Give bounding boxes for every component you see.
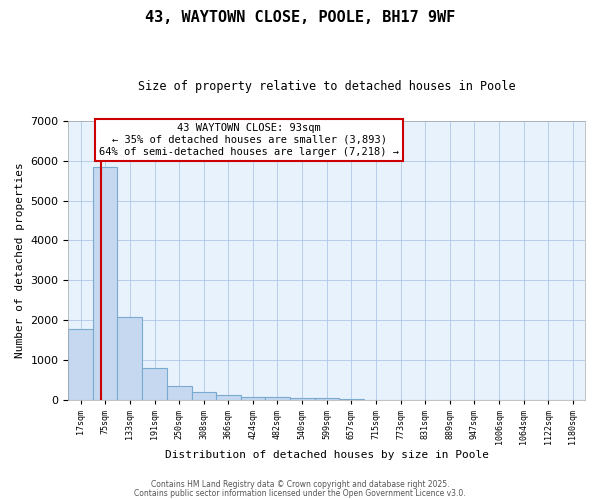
Bar (142, 368, 167, 400)
Title: Size of property relative to detached houses in Poole: Size of property relative to detached ho… (138, 80, 515, 93)
Y-axis label: Number of detached properties: Number of detached properties (15, 162, 25, 358)
X-axis label: Distribution of detached houses by size in Poole: Distribution of detached houses by size … (165, 450, 489, 460)
Bar (339, 399, 364, 400)
Bar (290, 398, 314, 400)
Bar (118, 318, 142, 400)
Text: 43 WAYTOWN CLOSE: 93sqm
← 35% of detached houses are smaller (3,893)
64% of semi: 43 WAYTOWN CLOSE: 93sqm ← 35% of detache… (99, 124, 399, 156)
Text: Contains public sector information licensed under the Open Government Licence v3: Contains public sector information licen… (134, 489, 466, 498)
Text: 43, WAYTOWN CLOSE, POOLE, BH17 9WF: 43, WAYTOWN CLOSE, POOLE, BH17 9WF (145, 10, 455, 25)
Bar (241, 397, 265, 400)
Text: Contains HM Land Registry data © Crown copyright and database right 2025.: Contains HM Land Registry data © Crown c… (151, 480, 449, 489)
Bar (167, 386, 191, 400)
Bar (314, 398, 339, 400)
Bar (93, 167, 118, 400)
Bar (191, 392, 216, 400)
Bar (68, 330, 93, 400)
Bar (265, 397, 290, 400)
Bar (216, 395, 241, 400)
